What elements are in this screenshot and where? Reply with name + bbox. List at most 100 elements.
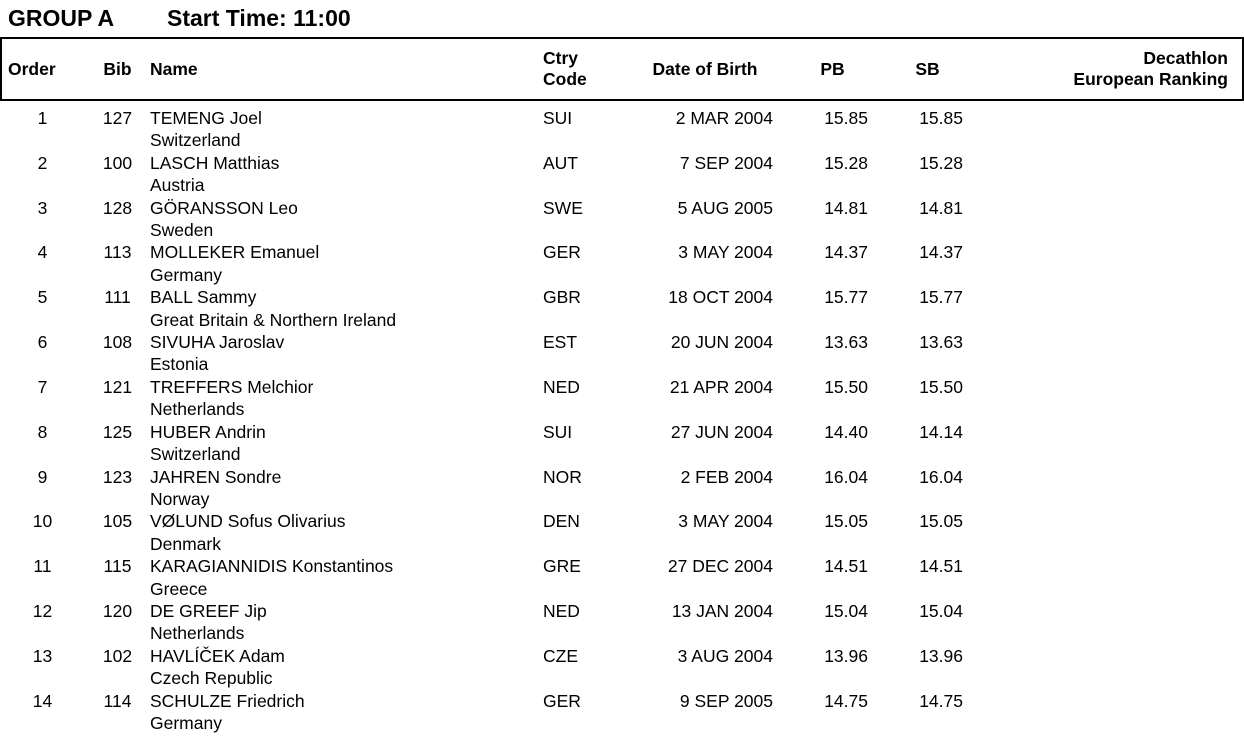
pb-cell: 15.77 xyxy=(824,287,868,308)
date-of-birth-cell: 27 JUN 2004 xyxy=(670,421,773,442)
date-of-birth-cell: 3 MAY 2004 xyxy=(678,511,773,532)
name-cell: TREFFERS Melchior Netherlands xyxy=(150,376,535,421)
order-cell: 4 xyxy=(37,242,48,263)
pb-cell: 15.28 xyxy=(824,152,868,173)
group-title: GROUP A xyxy=(8,5,115,31)
sb-cell: 15.04 xyxy=(919,600,963,621)
table-row: 14 114 SCHULZE Friedrich Germany GER 9 S… xyxy=(0,690,1244,735)
name-cell: DE GREEF Jip Netherlands xyxy=(150,600,535,645)
bib-cell: 125 xyxy=(102,421,133,442)
pb-cell: 14.81 xyxy=(824,197,868,218)
bib-cell: 114 xyxy=(103,690,132,711)
sb-cell: 14.37 xyxy=(919,242,963,263)
order-cell: 12 xyxy=(32,600,53,621)
sb-cell: 15.05 xyxy=(919,511,963,532)
name-cell: MOLLEKER Emanuel Germany xyxy=(150,241,535,286)
athlete-name: JAHREN Sondre xyxy=(150,466,282,487)
country-code-cell: GER xyxy=(543,242,581,263)
pb-cell: 14.75 xyxy=(824,690,868,711)
country-code-cell: SUI xyxy=(543,421,573,442)
name-cell: VØLUND Sofus Olivarius Denmark xyxy=(150,510,535,555)
name-cell: SIVUHA Jaroslav Estonia xyxy=(150,331,535,376)
date-of-birth-cell: 20 JUN 2004 xyxy=(670,332,773,353)
country-code-cell: SWE xyxy=(543,197,583,218)
bib-cell: 111 xyxy=(104,287,131,308)
athlete-name: BALL Sammy xyxy=(150,287,257,308)
name-cell: BALL Sammy Great Britain & Northern Irel… xyxy=(150,286,535,331)
date-of-birth-cell: 2 FEB 2004 xyxy=(680,466,773,487)
athlete-country: Netherlands xyxy=(150,399,245,420)
bib-cell: 108 xyxy=(102,332,133,353)
athlete-country: Netherlands xyxy=(150,623,245,644)
order-cell: 14 xyxy=(32,690,53,711)
country-code-cell: GRE xyxy=(543,556,581,577)
athlete-name: GÖRANSSON Leo xyxy=(150,197,298,218)
athlete-country: Germany xyxy=(150,712,222,733)
column-header-name: Name xyxy=(150,58,198,79)
athlete-country: Estonia xyxy=(150,354,209,375)
column-header-date-of-birth: Date of Birth xyxy=(652,58,758,79)
country-code-cell: CZE xyxy=(543,645,578,666)
table-row: 8 125 HUBER Andrin Switzerland SUI 27 JU… xyxy=(0,421,1244,466)
athlete-country: Sweden xyxy=(150,220,214,241)
country-code-cell: NED xyxy=(543,376,580,397)
pb-cell: 15.04 xyxy=(824,600,868,621)
table-row: 9 123 JAHREN Sondre Norway NOR 2 FEB 200… xyxy=(0,466,1244,511)
order-cell: 9 xyxy=(37,466,48,487)
pb-cell: 14.51 xyxy=(824,556,868,577)
order-cell: 8 xyxy=(37,421,48,442)
date-of-birth-cell: 3 MAY 2004 xyxy=(678,242,773,263)
athlete-country: Austria xyxy=(150,175,205,196)
pb-cell: 14.40 xyxy=(824,421,868,442)
table-header: Order Bib Name Ctry Code Date of Birth P… xyxy=(0,37,1244,101)
bib-cell: 105 xyxy=(102,511,133,532)
date-of-birth-cell: 3 AUG 2004 xyxy=(677,645,773,666)
athlete-name: VØLUND Sofus Olivarius xyxy=(150,511,346,532)
athlete-name: TEMENG Joel xyxy=(150,108,262,128)
bib-cell: 123 xyxy=(102,466,133,487)
bib-cell: 100 xyxy=(102,152,133,173)
date-of-birth-cell: 7 SEP 2004 xyxy=(679,152,773,173)
table-row: 4 113 MOLLEKER Emanuel Germany GER 3 MAY… xyxy=(0,241,1244,286)
order-cell: 10 xyxy=(32,511,53,532)
name-cell: GÖRANSSON Leo Sweden xyxy=(150,197,535,242)
table-row: 13 102 HAVLÍČEK Adam Czech Republic CZE … xyxy=(0,645,1244,690)
date-of-birth-cell: 9 SEP 2005 xyxy=(679,690,773,711)
bib-cell: 115 xyxy=(103,556,132,577)
athlete-country: Switzerland xyxy=(150,130,241,151)
start-time-label: Start Time: 11:00 xyxy=(167,5,351,31)
name-cell: TEMENG Joel Switzerland xyxy=(150,107,535,152)
country-code-cell: EST xyxy=(543,332,578,353)
sb-cell: 14.51 xyxy=(919,556,963,577)
athlete-country: Denmark xyxy=(150,533,221,554)
athlete-name: LASCH Matthias xyxy=(150,152,280,173)
order-cell: 7 xyxy=(37,376,48,397)
pb-cell: 13.63 xyxy=(824,332,868,353)
bib-cell: 120 xyxy=(102,600,133,621)
sb-cell: 14.75 xyxy=(919,690,963,711)
name-cell: KARAGIANNIDIS Konstantinos Greece xyxy=(150,555,535,600)
athlete-name: SIVUHA Jaroslav xyxy=(150,332,285,353)
pb-cell: 14.37 xyxy=(824,242,868,263)
pb-cell: 16.04 xyxy=(824,466,868,487)
bib-cell: 121 xyxy=(102,376,133,397)
column-header-bib: Bib xyxy=(103,58,132,79)
table-row: 11 115 KARAGIANNIDIS Konstantinos Greece… xyxy=(0,555,1244,600)
order-cell: 6 xyxy=(37,332,48,353)
country-code-cell: DEN xyxy=(543,511,580,532)
page-title: GROUP A Start Time: 11:00 xyxy=(0,0,1244,30)
athlete-name: TREFFERS Melchior xyxy=(150,376,314,397)
country-code-cell: GBR xyxy=(543,287,581,308)
athlete-country: Germany xyxy=(150,264,222,285)
order-cell: 5 xyxy=(37,287,48,308)
name-cell: SCHULZE Friedrich Germany xyxy=(150,690,535,735)
athlete-country: Norway xyxy=(150,488,210,509)
country-code-cell: SUI xyxy=(543,108,573,128)
table-row: 2 100 LASCH Matthias Austria AUT 7 SEP 2… xyxy=(0,152,1244,197)
name-cell: HUBER Andrin Switzerland xyxy=(150,421,535,466)
athlete-country: Great Britain & Northern Ireland xyxy=(150,309,397,330)
name-cell: HAVLÍČEK Adam Czech Republic xyxy=(150,645,535,690)
bib-cell: 128 xyxy=(102,197,133,218)
pb-cell: 15.85 xyxy=(824,108,868,128)
